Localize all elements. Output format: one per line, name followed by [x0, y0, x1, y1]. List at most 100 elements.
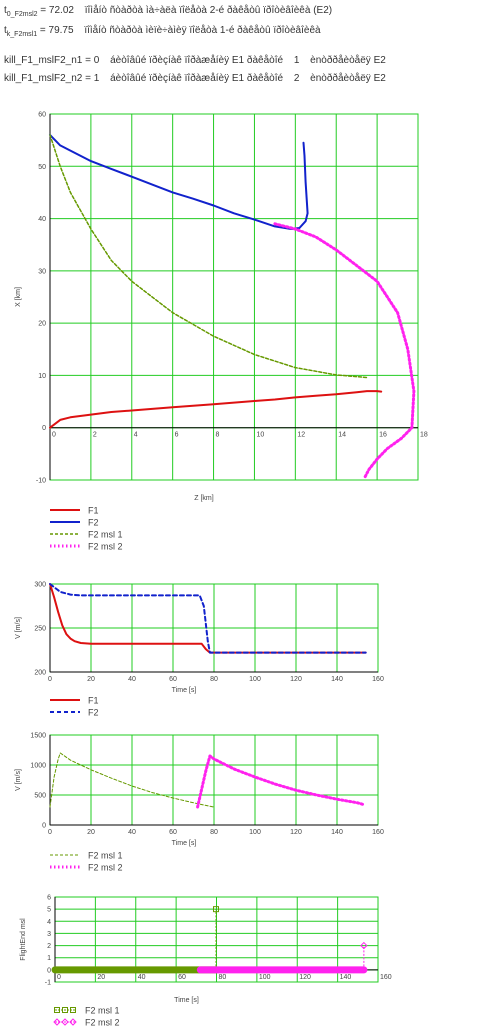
x-tick-label: 140 — [340, 974, 352, 981]
series-line-f2 — [49, 133, 309, 230]
x-tick-label: 120 — [299, 974, 311, 981]
x-tick-label: 4 — [134, 432, 138, 439]
x-tick-label: 60 — [169, 829, 177, 836]
legend-label: F2 msl 2 — [88, 863, 123, 873]
x-tick-label: 10 — [256, 432, 264, 439]
x-tick-label: 160 — [380, 974, 392, 981]
x-tick-label: 0 — [48, 829, 52, 836]
y-axis-label: X [km] — [15, 287, 22, 307]
y-tick-label: 10 — [38, 373, 46, 380]
point-marker — [360, 941, 368, 950]
x-tick-label: 20 — [87, 676, 95, 683]
header-line-1: t0_F2msl2 = 72.02 ïîìåíò ñòàðòà ìà÷àëà ï… — [4, 5, 332, 18]
x-tick-label: 80 — [219, 974, 227, 981]
y-tick-label: 60 — [38, 112, 46, 119]
series-line-f2-msl-1 — [49, 134, 368, 379]
legend-label: F2 — [88, 518, 99, 528]
legend-marker — [54, 1007, 60, 1013]
y-tick-label: 0 — [42, 823, 46, 830]
header-line-2: tk_F2msl1 = 79.75 ïîìåíò ñòàðòà ìèïè÷àìè… — [4, 25, 321, 38]
series-line-f2-msl-1 — [49, 752, 214, 808]
t0-value: = 72.02 — [40, 5, 74, 16]
kill1-description: áèòîâûé ïðèçíàê ïîðàæåíèÿ E1 ðàêåòîé — [110, 55, 284, 66]
x-tick-label: 12 — [297, 432, 305, 439]
x-tick-label: 0 — [52, 432, 56, 439]
kill2-value: = 1 — [85, 73, 100, 84]
y-tick-label: -10 — [36, 478, 46, 485]
x-axis-label: Time [s] — [174, 997, 199, 1004]
y-tick-label: 1500 — [30, 733, 46, 740]
y-tick-label: 200 — [34, 670, 46, 677]
x-tick-label: 140 — [331, 676, 343, 683]
y-tick-label: 0 — [47, 967, 51, 974]
y-tick-label: 500 — [34, 793, 46, 800]
y-tick-label: 6 — [47, 895, 51, 902]
x-tick-label: 40 — [128, 829, 136, 836]
tk-symbol: t — [4, 25, 7, 36]
y-tick-label: -1 — [45, 980, 51, 987]
x-tick-label: 80 — [210, 829, 218, 836]
x-tick-label: 2 — [93, 432, 97, 439]
chart-1: 0 2 4 6 8 10 12 14 16 18 -10 0 10 20 30 40 50 60 Z [km] X [… — [15, 112, 428, 552]
x-tick-label: 0 — [57, 974, 61, 981]
legend-label: F2 msl 1 — [88, 530, 123, 540]
legend-marker — [53, 1018, 61, 1026]
kill2-name: kill_F1_mslF2_n2 — [4, 73, 83, 84]
y-tick-label: 1 — [47, 955, 51, 962]
t0-symbol: t — [4, 5, 7, 16]
legend-label: F2 msl 2 — [85, 1018, 120, 1028]
x-axis-label: Time [s] — [172, 840, 197, 847]
x-axis-label: Z [km] — [194, 495, 213, 502]
y-tick-label: 250 — [34, 626, 46, 633]
y-tick-label: 30 — [38, 268, 46, 275]
plot-frame — [49, 113, 419, 481]
x-tick-label: 160 — [372, 676, 384, 683]
x-axis-label: Time [s] — [172, 687, 197, 694]
legend-label: F2 msl 2 — [88, 542, 123, 552]
series-line-f2-msl-2 — [196, 754, 366, 809]
chart-2: 0 20 40 60 80 100 120 140 160 200 250 300 Time [s] V … — [15, 582, 384, 718]
x-tick-label: 80 — [210, 676, 218, 683]
tk-description: ïîìåíò ñòàðòà ìèïè÷àìèÿ ïîëåòà 1-é ðàêåò… — [84, 25, 321, 36]
kill1-index: 1 — [293, 55, 300, 66]
kill1-tail: ènòððåèòåëÿ E2 — [310, 55, 386, 66]
y-tick-label: 50 — [38, 164, 46, 171]
y-tick-label: 5 — [47, 907, 51, 914]
x-tick-label: 20 — [97, 974, 105, 981]
x-tick-label: 14 — [338, 432, 346, 439]
x-tick-label: 60 — [178, 974, 186, 981]
legend-marker — [69, 1018, 77, 1026]
tk-subscript: k_F2msl1 — [6, 31, 38, 38]
y-tick-label: 3 — [47, 931, 51, 938]
x-tick-label: 100 — [249, 676, 261, 683]
legend-marker — [61, 1018, 69, 1026]
header-line-3: kill_F1_mslF2_n1 = 0 áèòîâûé ïðèçíàê ïîð… — [4, 55, 386, 66]
y-tick-label: 300 — [34, 582, 46, 589]
y-tick-label: 40 — [38, 216, 46, 223]
kill2-index: 2 — [293, 73, 300, 84]
kill2-tail: ènòððåèòåëÿ E2 — [310, 73, 386, 84]
x-tick-label: 60 — [169, 676, 177, 683]
legend-label: F2 msl 1 — [85, 1006, 120, 1016]
x-tick-label: 40 — [128, 676, 136, 683]
y-axis-label: V [m/s] — [15, 769, 22, 791]
x-tick-label: 140 — [331, 829, 343, 836]
kill2-description: áèòîâûé ïðèçíàê ïîðàæåíèÿ E1 ðàêåòîé — [110, 73, 284, 84]
x-tick-label: 6 — [175, 432, 179, 439]
tk-value: = 79.75 — [39, 25, 74, 36]
x-tick-label: 120 — [290, 829, 302, 836]
legend-marker — [62, 1007, 68, 1013]
t0-description: ïîìåíò ñòàðòà ìà÷àëà ïîëåòà 2-é ðàêåòû ï… — [84, 5, 333, 16]
x-tick-label: 40 — [138, 974, 146, 981]
y-axis-label: FlightEnd msl — [20, 918, 27, 961]
series-line-f1 — [49, 390, 383, 429]
x-tick-label: 0 — [48, 676, 52, 683]
x-tick-label: 120 — [290, 676, 302, 683]
x-tick-label: 8 — [216, 432, 220, 439]
x-tick-label: 16 — [379, 432, 387, 439]
legend-label: F2 — [88, 708, 99, 718]
legend-label: F2 msl 1 — [88, 851, 123, 861]
legend-marker — [70, 1007, 76, 1013]
series-line-f2-msl-2 — [273, 222, 416, 479]
